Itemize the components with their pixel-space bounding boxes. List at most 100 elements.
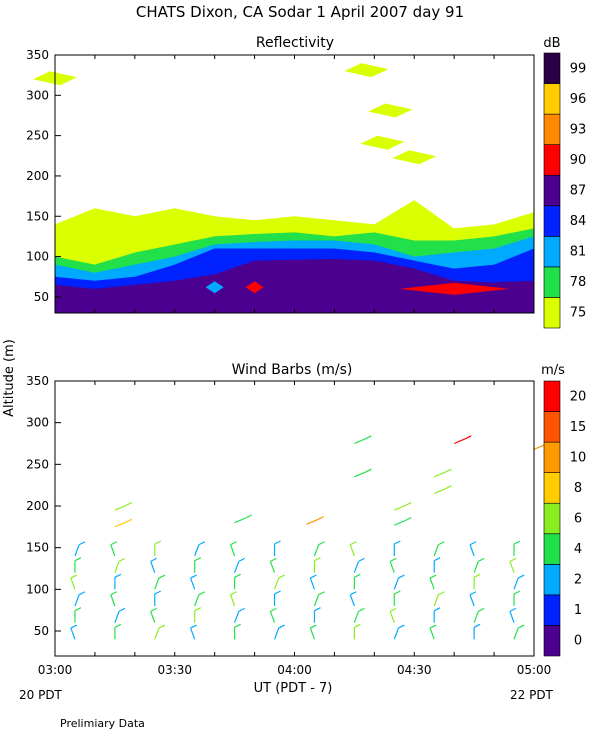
reflectivity-hotspot bbox=[399, 282, 510, 295]
wind-barb bbox=[353, 607, 365, 623]
wind-barb bbox=[353, 557, 365, 573]
reflectivity-patch bbox=[344, 63, 389, 78]
reflectivity-x-axis bbox=[54, 55, 535, 313]
wind-barb bbox=[433, 591, 445, 607]
wind-barb bbox=[306, 516, 324, 525]
x-axis-label: UT (PDT - 7) bbox=[254, 681, 333, 696]
wind-barb bbox=[433, 468, 452, 478]
wind-barb bbox=[190, 574, 197, 590]
wind-colorbar-swatch bbox=[543, 533, 561, 565]
reflectivity-colorbar-swatch bbox=[543, 52, 561, 84]
wind-colorbar-swatch bbox=[543, 625, 561, 657]
reflectivity-ytick-label: 150 bbox=[26, 209, 49, 223]
reflectivity-colorbar-label: 84 bbox=[570, 214, 587, 229]
wind-xtick-label: 03:00 bbox=[38, 663, 73, 677]
wind-barb bbox=[273, 540, 281, 556]
reflectivity-colorbar-swatch bbox=[543, 174, 561, 207]
wind-barb bbox=[389, 557, 397, 573]
wind-ytick-label: 100 bbox=[26, 582, 49, 596]
wind-barb bbox=[309, 574, 317, 590]
wind-barb bbox=[309, 624, 317, 640]
wind-barb bbox=[473, 573, 481, 590]
wind-barb bbox=[114, 623, 122, 640]
reflectivity-layer-dB_87 bbox=[55, 258, 534, 313]
wind-barb bbox=[473, 607, 485, 623]
wind-colorbar-label: 2 bbox=[574, 573, 582, 588]
wind-colorbar-label: 20 bbox=[570, 389, 587, 404]
wind-barb bbox=[509, 607, 517, 623]
reflectivity-colorbar: 75 78 81 84 87 90 93 96 99 bbox=[543, 52, 587, 329]
wind-barb bbox=[234, 557, 246, 573]
reflectivity-patch bbox=[368, 103, 413, 118]
reflectivity-ytick-label: 200 bbox=[26, 169, 49, 183]
wind-barb bbox=[389, 607, 397, 623]
wind-barb bbox=[513, 624, 525, 640]
wind-ytick-label: 350 bbox=[26, 374, 49, 388]
wind-barb bbox=[74, 607, 82, 623]
wind-barb bbox=[194, 557, 201, 573]
reflectivity-colorbar-label: 81 bbox=[570, 245, 587, 260]
wind-barb bbox=[394, 516, 412, 526]
wind-barbs bbox=[70, 435, 552, 640]
wind-barb bbox=[433, 607, 441, 623]
wind-barb bbox=[154, 540, 162, 556]
wind-barb bbox=[70, 624, 78, 640]
wind-barb bbox=[190, 624, 197, 640]
wind-barb bbox=[74, 557, 82, 573]
reflectivity-ytick-label: 50 bbox=[34, 290, 49, 304]
wind-barb bbox=[269, 557, 277, 573]
wind-barb bbox=[393, 540, 401, 556]
wind-barb bbox=[150, 557, 157, 573]
wind-colorbar-swatch bbox=[543, 472, 561, 504]
reflectivity-colorbar-label: 99 bbox=[570, 61, 587, 76]
reflectivity-hotspot bbox=[245, 281, 264, 294]
wind-barb bbox=[194, 541, 206, 557]
wind-barb bbox=[393, 590, 401, 606]
wind-barb bbox=[393, 574, 405, 590]
wind-barb bbox=[349, 541, 357, 557]
wind-xtick-label: 04:00 bbox=[277, 663, 312, 677]
wind-barb bbox=[393, 624, 405, 640]
reflectivity-colorbar-swatch bbox=[543, 297, 561, 329]
wind-barb bbox=[513, 540, 521, 556]
wind-barb bbox=[269, 607, 277, 623]
wind-barb bbox=[234, 607, 246, 623]
wind-barb bbox=[150, 607, 157, 623]
wind-barb bbox=[154, 574, 166, 590]
wind-barb bbox=[234, 623, 241, 640]
wind-colorbar-label: 6 bbox=[574, 512, 582, 527]
wind-barb bbox=[354, 468, 372, 478]
figure-title: CHATS Dixon, CA Sodar 1 April 2007 day 9… bbox=[136, 3, 464, 21]
wind-colorbar-swatch bbox=[543, 594, 561, 626]
wind-colorbar-label: 0 bbox=[574, 634, 582, 649]
reflectivity-patch bbox=[392, 150, 437, 165]
wind-barb bbox=[349, 591, 357, 607]
wind-colorbar-label: 10 bbox=[570, 450, 587, 465]
wind-barb bbox=[194, 591, 206, 607]
y-axis-label: Altitude (m) bbox=[2, 339, 17, 417]
wind-xtick-label: 04:30 bbox=[397, 663, 432, 677]
reflectivity-colorbar-swatch bbox=[543, 144, 561, 176]
wind-barb bbox=[234, 573, 241, 590]
wind-barb bbox=[473, 557, 485, 573]
reflectivity-colorbar-label: 93 bbox=[570, 122, 587, 137]
wind-barb bbox=[433, 557, 441, 573]
wind-colorbar-swatch bbox=[543, 441, 561, 473]
wind-colorbar-label: 4 bbox=[574, 542, 582, 557]
wind-ytick-label: 300 bbox=[26, 416, 49, 430]
wind-x-axis: 03:00 03:30 04:00 04:30 05:00 bbox=[38, 381, 551, 677]
wind-barb bbox=[114, 518, 133, 528]
wind-barb bbox=[114, 557, 126, 573]
wind-colorbar-swatch bbox=[543, 564, 561, 596]
wind-ytick-label: 250 bbox=[26, 457, 49, 471]
wind-colorbar: 0 1 2 4 6 8 10 15 20 bbox=[543, 380, 587, 657]
reflectivity-colorbar-swatch bbox=[543, 83, 561, 115]
reflectivity-colorbar-label: 96 bbox=[570, 92, 587, 107]
wind-barb bbox=[354, 435, 372, 445]
left-footer: 20 PDT bbox=[19, 688, 63, 702]
wind-barb bbox=[469, 591, 477, 607]
reflectivity-panel: Reflectivity 50 100 150 200 250 300 350 75 78 81… bbox=[26, 35, 587, 329]
wind-colorbar-swatch bbox=[543, 411, 561, 443]
